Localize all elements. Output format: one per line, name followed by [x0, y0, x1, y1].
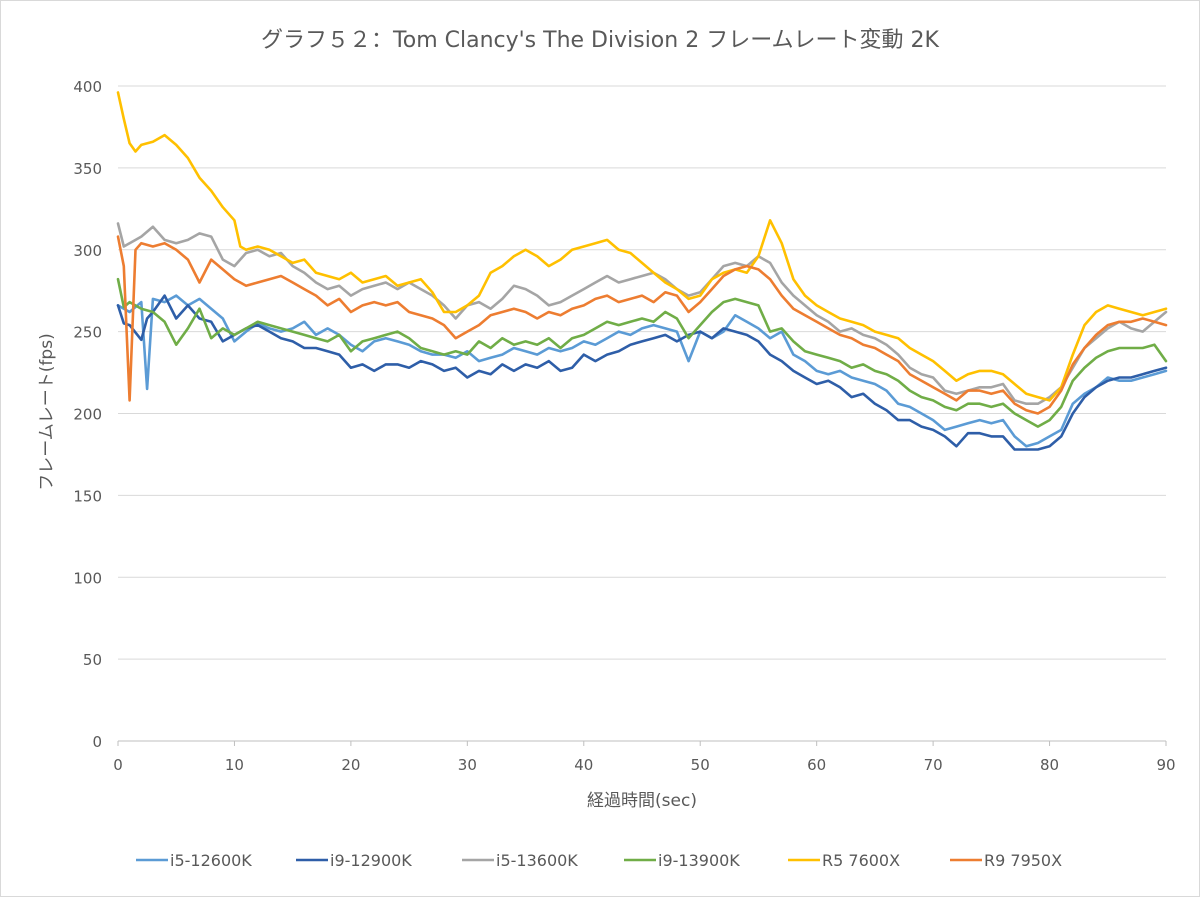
legend-label: i9-12900K	[330, 851, 412, 870]
series-line-r5-7600x	[116, 91, 1168, 402]
series-line-i5-12600k	[116, 294, 1168, 448]
legend-label: R5 7600X	[822, 851, 900, 870]
y-tick-label: 350	[73, 160, 102, 178]
y-tick-label: 0	[92, 733, 102, 751]
y-tick-label: 50	[83, 651, 102, 669]
y-tick-label: 100	[73, 569, 102, 587]
y-axis-ticks: 0 50 100 150 200 250 300 350 400	[73, 78, 102, 751]
y-tick-label: 200	[73, 406, 102, 424]
x-tick-label: 80	[1040, 756, 1059, 774]
x-tick-label: 70	[924, 756, 943, 774]
x-axis-label: 経過時間(sec)	[587, 791, 697, 811]
x-tick-label: 60	[807, 756, 826, 774]
grid-lines	[118, 85, 1166, 742]
y-tick-label: 250	[73, 324, 102, 342]
y-axis-label: フレームレート(fps)	[37, 333, 57, 490]
series-line-i9-12900k	[116, 294, 1168, 451]
series-line-i9-13900k	[116, 277, 1168, 428]
x-tick-label: 40	[574, 756, 593, 774]
legend: i5-12600K i9-12900K i5-13600K i9-13900K R5 7…	[136, 851, 1062, 870]
x-tick-label: 10	[225, 756, 244, 774]
legend-label: i5-12600K	[170, 851, 252, 870]
series-lines	[116, 91, 1168, 451]
x-tick-label: 20	[341, 756, 360, 774]
legend-label: R9 7950X	[984, 851, 1062, 870]
series-line-i5-13600k	[116, 222, 1168, 405]
x-tick-label: 0	[113, 756, 123, 774]
x-tick-label: 30	[458, 756, 477, 774]
x-axis-ticks: 0 10 20 30 40 50 60 70 80 90	[113, 741, 1176, 774]
y-tick-label: 400	[73, 78, 102, 96]
y-tick-label: 300	[73, 242, 102, 260]
chart-title: グラフ５２：Tom Clancy's The Division 2 フレームレー…	[261, 28, 939, 53]
series-line-r9-7950x	[116, 235, 1168, 415]
legend-label: i9-13900K	[658, 851, 740, 870]
y-tick-label: 150	[73, 487, 102, 505]
x-tick-label: 90	[1156, 756, 1175, 774]
legend-label: i5-13600K	[496, 851, 578, 870]
x-tick-label: 50	[691, 756, 710, 774]
